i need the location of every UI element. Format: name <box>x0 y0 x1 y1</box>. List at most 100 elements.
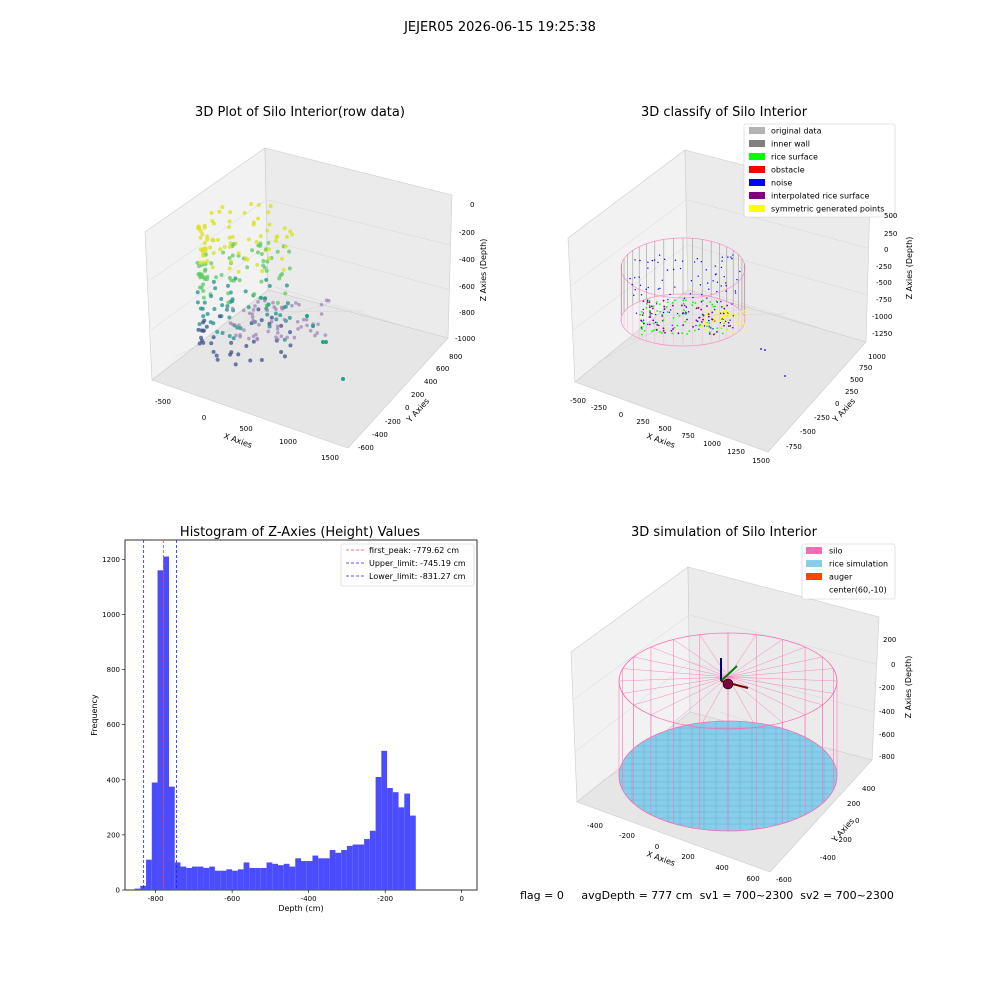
classify-legend: original data inner wall rice surface obsta… <box>743 123 896 218</box>
histogram-bar <box>329 850 336 890</box>
raw-point <box>258 234 263 239</box>
classify-symmetric-point <box>725 309 728 312</box>
raw-point <box>230 297 235 302</box>
classify-symmetric-point <box>739 324 742 327</box>
classify-noise-point <box>719 322 722 324</box>
raw-x-ticks: -500 0 500 1000 1500 <box>155 398 339 462</box>
raw-point <box>198 228 203 233</box>
classify-surface-point <box>683 309 685 312</box>
histogram-bar <box>341 850 347 890</box>
simulation-y-tick: -200 <box>836 836 852 844</box>
raw-point <box>211 279 216 284</box>
histogram-chart: Histogram of Z-Axies (Height) Values -80… <box>90 525 478 913</box>
raw-point <box>285 335 290 340</box>
classify-noise-point <box>655 313 657 316</box>
histogram-x-ticks: -800 -600 -400 -200 0 <box>148 890 464 903</box>
classify-noise-point <box>639 284 642 287</box>
raw-point <box>269 315 274 320</box>
classify-surface-point <box>659 331 661 333</box>
simulation-z-ticks: 200 0 -200 -400 -600 -800 <box>879 636 896 761</box>
raw-point <box>209 294 214 299</box>
classify-surface-point <box>677 332 680 335</box>
classify-noise-point <box>702 313 704 316</box>
raw-point <box>199 285 204 290</box>
classify-noise-point <box>633 294 635 297</box>
raw-point <box>233 362 238 367</box>
raw-y-tick: 0 <box>405 404 409 412</box>
raw-point <box>256 300 260 304</box>
raw-point <box>229 350 234 355</box>
histogram-bar <box>197 866 204 890</box>
raw-point <box>323 333 328 337</box>
classify-surface-point <box>673 326 676 329</box>
classify-noise-point <box>736 278 738 281</box>
raw-point <box>230 306 235 311</box>
simulation-z-tick: -400 <box>879 708 895 716</box>
classify-surface-point <box>640 310 643 313</box>
classify-surface-point <box>671 332 674 335</box>
classify-surface-point <box>652 322 655 325</box>
classify-noise-point <box>647 323 649 326</box>
classify-noise-point <box>646 299 649 302</box>
raw-z-tick: -1000 <box>455 335 475 343</box>
raw-point <box>201 314 206 319</box>
classify-noise-point <box>631 283 633 286</box>
silo-roof-line <box>727 656 823 678</box>
classify-noise-point <box>705 269 707 271</box>
raw-point <box>217 209 222 214</box>
histogram-bar <box>243 862 250 890</box>
classify-x-tick: -500 <box>570 397 586 405</box>
simulation-y-tick: 200 <box>847 800 860 808</box>
histogram-x-tick-label: 0 <box>459 895 463 903</box>
raw-point <box>219 272 224 277</box>
silo-roof-line <box>673 639 729 678</box>
classify-noise-point <box>651 312 653 315</box>
classify-legend-label: original data <box>771 127 822 136</box>
raw-point <box>263 298 267 303</box>
raw-point <box>282 354 287 359</box>
histogram-bar <box>249 867 256 890</box>
raw-point <box>197 264 202 269</box>
raw-point <box>195 300 200 305</box>
raw-point <box>205 237 210 242</box>
raw-point <box>296 327 300 331</box>
histogram-reference-lines <box>143 540 177 890</box>
silo-roof-line <box>622 668 729 678</box>
raw-point <box>201 275 206 280</box>
classify-symmetric-point <box>716 309 719 312</box>
raw-point <box>279 323 284 328</box>
classify-noise-point <box>719 312 722 315</box>
classify-surface-point <box>680 304 683 307</box>
classify-symmetric-point <box>717 311 720 314</box>
raw-point <box>256 307 261 312</box>
classify-symmetric-point <box>731 330 733 333</box>
classify-surface-point <box>642 300 645 303</box>
histogram-bar <box>289 866 296 890</box>
classify-symmetric-point <box>709 309 712 312</box>
classify-noise-point <box>642 312 645 314</box>
classify-legend-swatch <box>749 205 765 212</box>
classify-symmetric-point <box>728 316 730 319</box>
raw-point <box>264 247 269 252</box>
classify-surface-point <box>661 315 664 317</box>
classify-surface-point <box>721 305 724 308</box>
histogram-legend: first_peak: -779.62 cm Upper_limit: -745.… <box>346 546 466 581</box>
raw-point <box>304 317 309 322</box>
raw-point <box>251 308 256 312</box>
simulation-legend-box <box>801 543 896 600</box>
raw-point-cloud <box>195 201 345 381</box>
classify-surface-point <box>695 307 698 310</box>
raw-point <box>199 272 204 277</box>
classify-noise-point <box>672 268 675 271</box>
classify-surface-point <box>711 303 714 306</box>
classify-noise-point <box>643 323 645 325</box>
classify-noise-point <box>696 258 699 260</box>
classify-symmetric-point <box>726 313 728 316</box>
raw-point <box>208 320 213 325</box>
histogram-bar <box>272 863 279 890</box>
classify-z-tick: -500 <box>876 279 892 287</box>
classify-surface-point <box>700 321 703 323</box>
classify-surface-point <box>672 328 674 330</box>
classify-noise-point <box>731 258 733 260</box>
histogram-bar <box>157 570 164 890</box>
